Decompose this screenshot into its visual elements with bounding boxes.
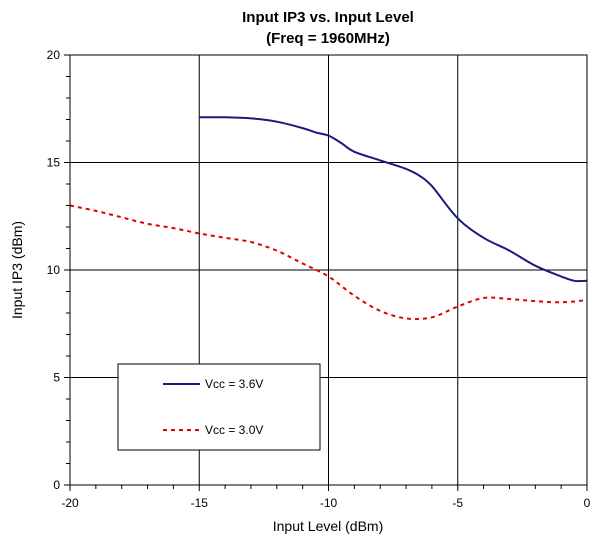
y-tick-label: 0 — [53, 478, 60, 492]
x-tick-label: -15 — [191, 496, 209, 510]
series-layer — [69, 116, 588, 321]
x-tick-label: -20 — [61, 496, 79, 510]
tick-labels: -20 -15 -10 -5 0 0 5 10 15 20 — [47, 48, 591, 510]
x-tick-label: -5 — [452, 496, 463, 510]
y-tick-label: 15 — [47, 156, 61, 170]
x-tick-label: -10 — [320, 496, 338, 510]
chart-subtitle: (Freq = 1960MHz) — [266, 30, 390, 47]
x-axis-label: Input Level (dBm) — [273, 518, 384, 534]
x-tick-label: 0 — [584, 496, 591, 510]
series-line-0 — [199, 116, 588, 283]
legend: Vcc = 3.6V Vcc = 3.0V — [117, 363, 321, 451]
y-tick-label: 20 — [47, 48, 61, 62]
y-axis-label: Input IP3 (dBm) — [9, 221, 25, 319]
legend-label-vcc-3-0v: Vcc = 3.0V — [205, 423, 263, 437]
legend-box — [117, 363, 321, 451]
series-line-1 — [69, 204, 588, 321]
y-tick-label: 10 — [47, 263, 61, 277]
plot-frame — [69, 54, 588, 486]
y-tick-label: 5 — [53, 371, 60, 385]
minor-ticks — [64, 54, 588, 491]
legend-label-vcc-3-6v: Vcc = 3.6V — [205, 377, 263, 391]
chart-title: Input IP3 vs. Input Level — [242, 9, 414, 26]
